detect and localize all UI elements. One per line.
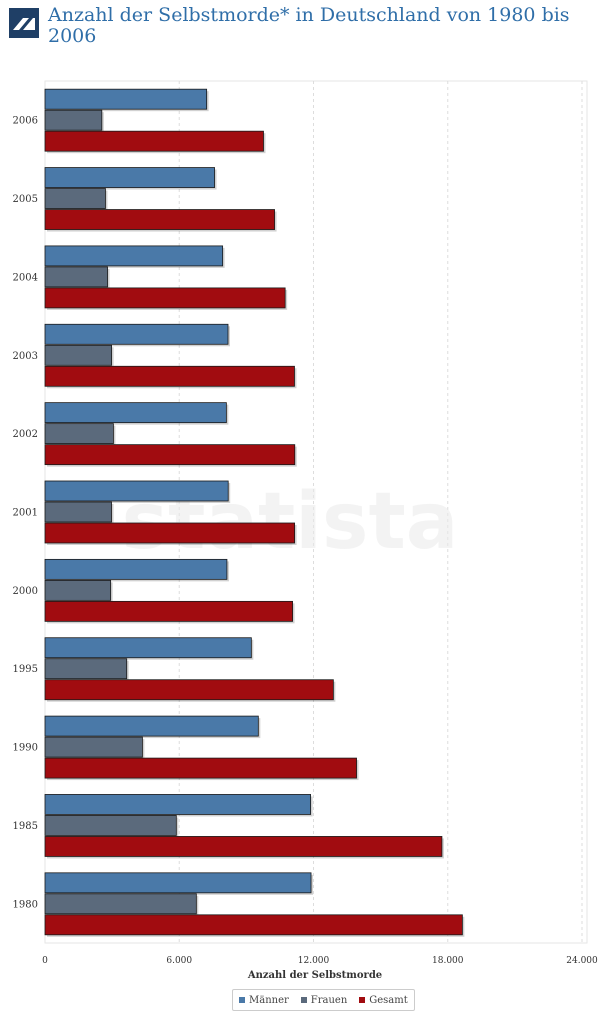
bar-frauen-2004[interactable] [44, 266, 108, 288]
bar-gesamt-2006[interactable] [44, 130, 264, 152]
y-tick-label: 1990 [13, 743, 38, 754]
y-tick-label: 2000 [13, 586, 38, 597]
bar-gesamt-2000[interactable] [44, 600, 293, 622]
bars [44, 88, 465, 937]
bar-gesamt-2005[interactable] [44, 209, 275, 230]
bar-mnner-2000[interactable] [44, 558, 228, 580]
legend-swatch [300, 997, 307, 1003]
y-tick-label: 2006 [13, 116, 38, 127]
legend-label: Gesamt [369, 994, 408, 1006]
y-tick-label: 1985 [13, 821, 38, 832]
x-tick-label: 12.000 [298, 956, 330, 966]
bar-mnner-1990[interactable] [44, 715, 259, 737]
x-tick-label: 18.000 [432, 956, 464, 966]
legend-swatch [359, 997, 366, 1003]
bar-frauen-1980[interactable] [44, 893, 197, 915]
bar-frauen-2002[interactable] [44, 423, 114, 445]
legend-swatch [239, 997, 245, 1003]
bar-frauen-2001[interactable] [44, 501, 112, 523]
chart-header: Anzahl der Selbstmorde* in Deutschland v… [0, 0, 600, 60]
x-axis-labels: 0 6.000 12.000 18.000 24.000 [42, 956, 598, 966]
x-tick-label: 6.000 [166, 956, 192, 966]
bar-mnner-2003[interactable] [44, 323, 229, 345]
statista-logo-icon [9, 8, 39, 38]
x-axis-title: Anzahl der Selbstmorde [247, 970, 382, 981]
bar-frauen-2006[interactable] [44, 109, 103, 131]
y-tick-label: 1995 [13, 664, 38, 675]
legend-item-gesamt[interactable]: Gesamt [359, 995, 408, 1006]
y-tick-label: 2004 [13, 272, 38, 283]
bar-mnner-2004[interactable] [44, 245, 224, 267]
bar-frauen-2000[interactable] [44, 579, 112, 601]
bar-frauen-1985[interactable] [44, 815, 177, 836]
bar-frauen-1995[interactable] [44, 658, 128, 680]
legend-item-mnner[interactable]: Männer [239, 995, 289, 1006]
bar-gesamt-1990[interactable] [44, 757, 357, 779]
bar-mnner-2006[interactable] [44, 88, 208, 110]
legend-label: Männer [249, 994, 289, 1006]
y-tick-label: 2002 [13, 429, 38, 440]
y-axis-labels: 2006 2005 2004 2003 2002 2001 2000 1995 1990 1985… [13, 116, 38, 911]
bar-mnner-1995[interactable] [44, 637, 252, 659]
bar-frauen-1990[interactable] [44, 736, 143, 758]
bar-gesamt-1985[interactable] [44, 836, 443, 857]
bar-mnner-1980[interactable] [44, 872, 312, 894]
x-tick-label: 24.000 [566, 956, 598, 966]
legend-label: Frauen [310, 994, 348, 1006]
bar-gesamt-1995[interactable] [44, 679, 334, 701]
x-tick-label: 0 [42, 956, 48, 966]
chart-legend: Männer Frauen Gesamt [232, 989, 415, 1011]
bar-mnner-2005[interactable] [44, 167, 215, 188]
y-tick-label: 1980 [13, 899, 38, 910]
bar-gesamt-2002[interactable] [44, 444, 296, 466]
y-tick-label: 2005 [13, 194, 38, 205]
bar-gesamt-2004[interactable] [44, 287, 286, 309]
legend-item-frauen[interactable]: Frauen [300, 994, 348, 1006]
y-tick-label: 2001 [13, 508, 38, 519]
y-tick-label: 2003 [13, 351, 38, 362]
bar-frauen-2005[interactable] [44, 188, 106, 209]
bar-mnner-2001[interactable] [44, 480, 229, 502]
bar-gesamt-2001[interactable] [44, 522, 296, 544]
bar-gesamt-1980[interactable] [44, 914, 463, 936]
bar-mnner-2002[interactable] [44, 402, 227, 424]
bar-mnner-1985[interactable] [44, 794, 311, 815]
chart-title: Anzahl der Selbstmorde* in Deutschland v… [48, 4, 570, 47]
bar-frauen-2003[interactable] [44, 344, 112, 366]
bar-gesamt-2003[interactable] [44, 365, 295, 387]
